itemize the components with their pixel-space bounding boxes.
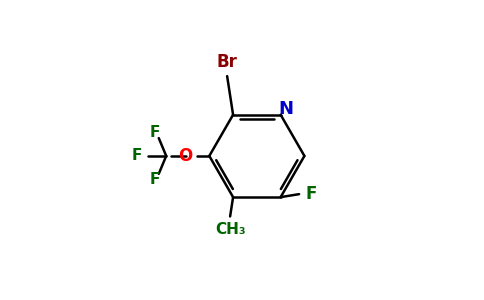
Text: Br: Br [217,53,238,71]
Text: F: F [150,172,160,187]
Text: F: F [150,125,160,140]
Text: O: O [178,147,192,165]
Text: N: N [278,100,293,118]
Text: CH₃: CH₃ [215,222,245,237]
Text: F: F [306,185,318,203]
Text: F: F [132,148,142,164]
